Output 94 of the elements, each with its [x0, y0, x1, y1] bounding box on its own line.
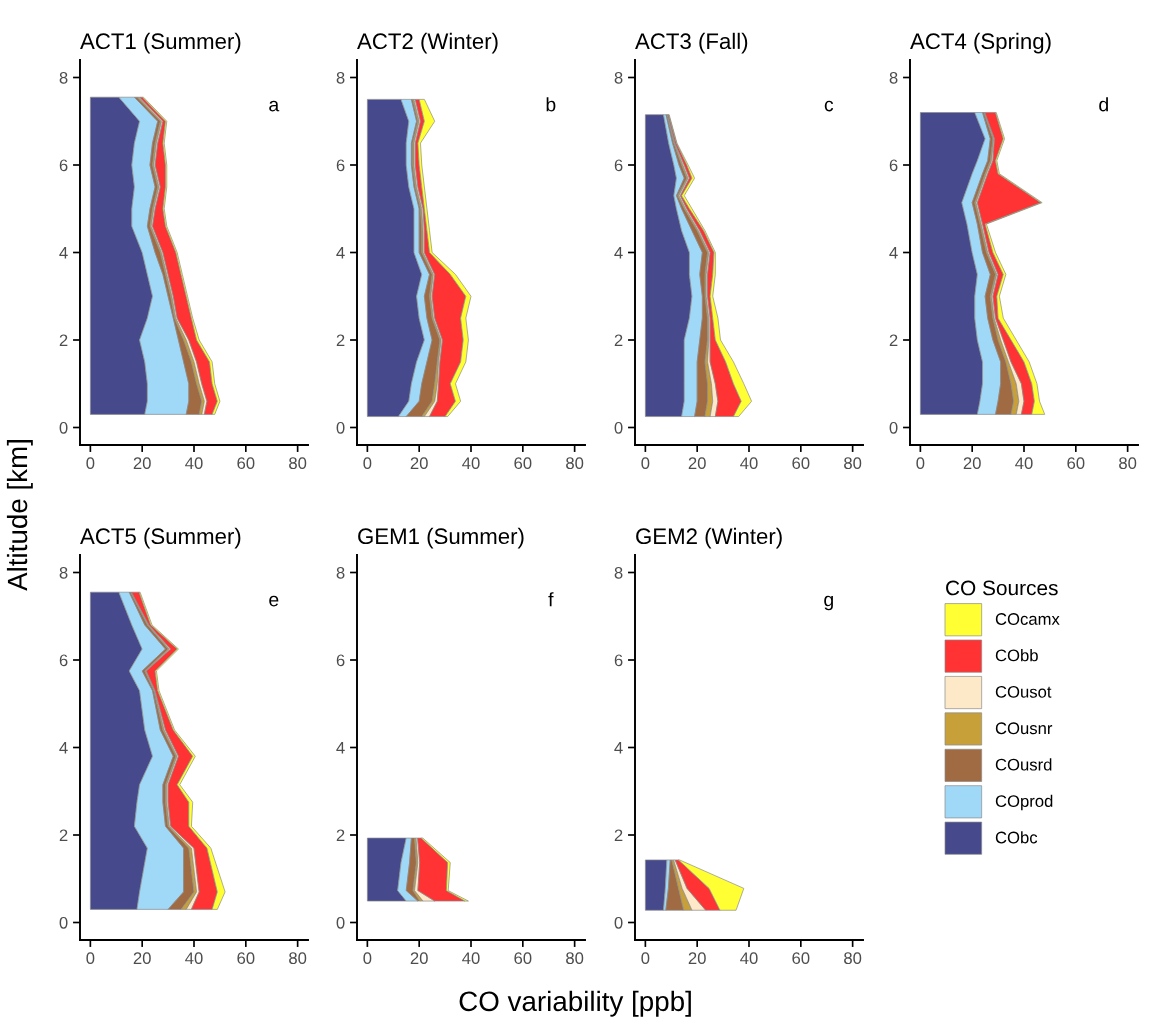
- chart-title: ACT4 (Spring): [910, 32, 1051, 54]
- y-tick-label: 0: [59, 421, 68, 434]
- x-tick-label: 0: [916, 457, 925, 470]
- x-tick-label: 80: [289, 952, 307, 965]
- legend-label: CObb: [995, 649, 1038, 662]
- y-tick-label: 6: [59, 159, 68, 172]
- chart-title: ACT1 (Summer): [80, 32, 241, 54]
- legend-label: COusnr: [995, 722, 1053, 735]
- y-tick-label: 0: [889, 421, 898, 434]
- legend-label: COusrd: [995, 758, 1052, 771]
- y-tick-label: 0: [336, 916, 345, 929]
- chart-title: ACT3 (Fall): [635, 32, 748, 54]
- y-tick-label: 4: [336, 247, 345, 259]
- x-tick-label: 60: [237, 952, 255, 965]
- y-tick-label: 8: [336, 71, 345, 84]
- x-tick-label: 20: [133, 952, 151, 965]
- y-tick-label: 2: [336, 829, 345, 842]
- y-tick-label: 2: [614, 334, 623, 347]
- y-tick-label: 8: [889, 71, 898, 84]
- x-tick-label: 80: [1119, 457, 1137, 470]
- x-tick-label: 20: [133, 457, 151, 470]
- y-tick-label: 8: [59, 71, 68, 84]
- x-tick-label: 40: [740, 952, 758, 965]
- x-tick-label: 0: [641, 952, 650, 965]
- annotation: g: [824, 595, 833, 611]
- annotation: d: [1099, 97, 1108, 112]
- y-tick-label: 8: [336, 566, 345, 579]
- x-tick-label: 0: [86, 457, 95, 470]
- legend-title: CO Sources: [946, 580, 1058, 596]
- x-tick-label: 40: [185, 952, 203, 965]
- y-tick-label: 8: [614, 71, 623, 84]
- y-tick-label: 6: [614, 654, 623, 667]
- x-tick-label: 0: [363, 457, 372, 470]
- x-tick-label: 20: [963, 457, 981, 470]
- x-tick-label: 20: [688, 952, 706, 965]
- x-tick-label: 80: [566, 457, 584, 470]
- legend-label: COcamx: [995, 613, 1060, 625]
- y-tick-label: 6: [59, 654, 68, 667]
- y-tick-label: 2: [336, 334, 345, 347]
- x-tick-label: 40: [462, 952, 480, 965]
- x-tick-label: 60: [237, 457, 255, 470]
- annotation: f: [548, 592, 554, 607]
- chart-title: GEM2 (Winter): [636, 527, 782, 549]
- y-tick-label: 0: [59, 916, 68, 929]
- y-tick-label: 4: [336, 742, 345, 754]
- y-tick-label: 0: [614, 916, 623, 929]
- x-tick-label: 80: [289, 457, 307, 470]
- x-tick-label: 80: [566, 952, 584, 965]
- x-tick-label: 60: [792, 952, 810, 965]
- y-tick-label: 4: [614, 247, 623, 259]
- y-tick-label: 0: [614, 421, 623, 434]
- y-tick-label: 2: [59, 829, 68, 842]
- annotation: e: [269, 595, 279, 607]
- x-tick-label: 80: [844, 457, 862, 470]
- y-tick-label: 6: [336, 159, 345, 172]
- x-tick-label: 40: [462, 457, 480, 470]
- x-tick-label: 40: [740, 457, 758, 470]
- y-tick-label: 2: [59, 334, 68, 347]
- y-axis-title: Altitude [km]: [6, 440, 33, 591]
- x-tick-label: 40: [1015, 457, 1033, 470]
- y-tick-label: 2: [614, 829, 623, 842]
- y-tick-label: 4: [614, 742, 623, 754]
- y-tick-label: 4: [59, 247, 68, 259]
- y-tick-label: 4: [59, 742, 68, 754]
- chart-title: ACT2 (Winter): [357, 32, 498, 54]
- annotation: c: [824, 100, 834, 112]
- x-axis-title: CO variability [ppb]: [459, 990, 691, 1017]
- y-tick-label: 6: [336, 654, 345, 667]
- y-tick-label: 6: [614, 159, 623, 172]
- chart-title: ACT5 (Summer): [80, 527, 241, 549]
- x-tick-label: 60: [792, 457, 810, 470]
- x-tick-label: 20: [688, 457, 706, 470]
- x-tick-label: 0: [363, 952, 372, 965]
- x-tick-label: 20: [410, 457, 428, 470]
- chart-title: GEM1 (Summer): [358, 527, 524, 549]
- x-tick-label: 20: [410, 952, 428, 965]
- x-tick-label: 60: [514, 457, 532, 470]
- legend-label: CObc: [995, 831, 1038, 844]
- y-tick-label: 6: [889, 159, 898, 172]
- y-tick-label: 8: [614, 566, 623, 579]
- x-tick-label: 80: [844, 952, 862, 965]
- x-tick-label: 0: [641, 457, 650, 470]
- legend-label: COusot: [995, 685, 1052, 698]
- y-tick-label: 0: [336, 421, 345, 434]
- annotation: a: [269, 100, 280, 112]
- legend-label: COprod: [995, 794, 1053, 811]
- x-tick-label: 40: [185, 457, 203, 470]
- x-tick-label: 60: [514, 952, 532, 965]
- annotation: b: [546, 97, 556, 112]
- x-tick-label: 0: [86, 952, 95, 965]
- x-tick-label: 60: [1067, 457, 1085, 470]
- y-tick-label: 4: [889, 247, 898, 259]
- y-tick-label: 2: [889, 334, 898, 347]
- y-tick-label: 8: [59, 566, 68, 579]
